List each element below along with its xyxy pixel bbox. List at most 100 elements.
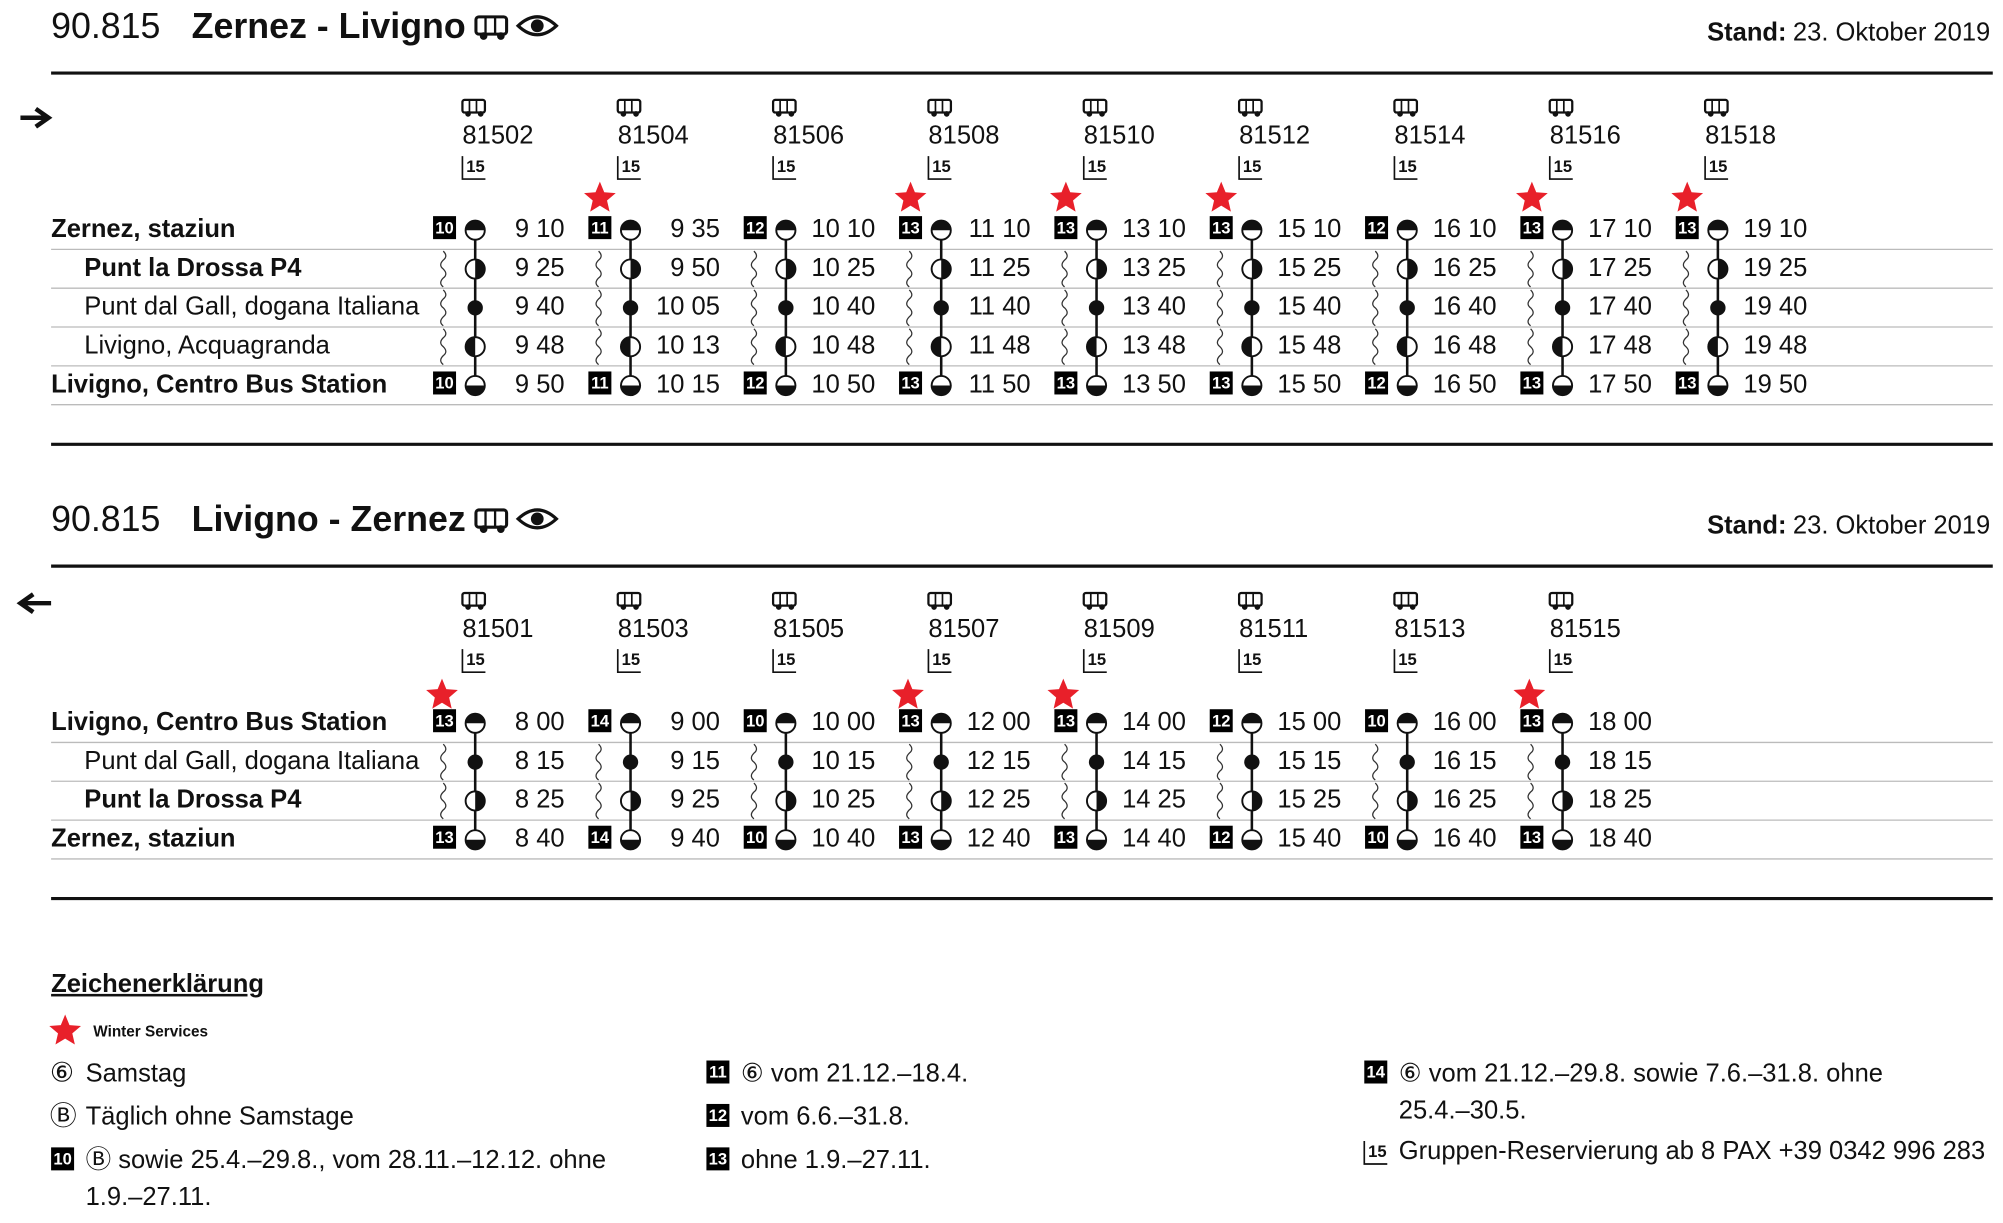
departure-time: 9 35 (670, 215, 720, 243)
bus-icon (1552, 111, 1559, 117)
wavy-line (906, 250, 913, 288)
note-badge (706, 1103, 730, 1127)
departure-time: 9 48 (515, 331, 565, 359)
note-badge-label: 13 (435, 711, 453, 730)
wavy-line (1527, 328, 1534, 366)
departure-time: 14 15 (1122, 747, 1186, 775)
stop-marker-fill (1242, 337, 1252, 357)
note-badge-label: 13 (1212, 374, 1230, 393)
winter-star (1671, 181, 1704, 212)
departure-time: 10 10 (811, 215, 875, 243)
wavy-line (1216, 743, 1224, 781)
departure-time: 15 25 (1277, 254, 1341, 282)
bus-icon (927, 98, 953, 114)
stop-marker-fill (785, 791, 796, 811)
stop-marker (1244, 300, 1260, 316)
departure-time: 8 25 (515, 786, 565, 814)
winter-star (1516, 181, 1548, 212)
departure-time: 16 48 (1433, 331, 1497, 359)
stop-name: Zernez, staziun (51, 825, 235, 853)
note-badge-label: 10 (53, 1150, 71, 1169)
departure-time: 11 50 (969, 370, 1031, 398)
note-badge (899, 825, 923, 849)
bus-icon (497, 32, 505, 40)
stop-marker-fill (620, 220, 641, 231)
legend-text: ⑥ vom 21.12.–29.8. sowie 7.6.–31.8. ohne (1399, 1059, 1883, 1087)
stop-marker (1088, 300, 1105, 316)
departure-time: 13 25 (1122, 254, 1186, 282)
reservation-label: 15 (1243, 650, 1261, 669)
trip-number: 81503 (618, 615, 689, 643)
stop-marker (1399, 300, 1415, 316)
note-badge-label: 13 (435, 828, 453, 847)
stop-marker-fill (1397, 220, 1417, 231)
note-badge (899, 709, 923, 733)
note-badge (1365, 709, 1389, 733)
legend-text: Gruppen-Reservierung ab 8 PAX +39 0342 9… (1399, 1137, 1985, 1165)
stop-marker-fill (1407, 791, 1417, 811)
winter-star (49, 1014, 81, 1045)
note-badge-label: 13 (1057, 218, 1075, 237)
departure-time: 19 25 (1743, 254, 1807, 282)
stop-marker-fill (1552, 713, 1573, 724)
note-badge (1520, 371, 1544, 395)
wavy-line (440, 328, 447, 366)
reservation-bracket (772, 156, 797, 180)
stop-marker-fill (776, 337, 786, 357)
stop-name: Livigno, Acquagranda (84, 331, 330, 359)
stop-marker-fill (465, 839, 485, 850)
note-badge-label: 13 (1212, 218, 1230, 237)
note-badge-label: 12 (709, 1106, 727, 1125)
bus-icon (1082, 591, 1108, 607)
reservation-label: 15 (777, 157, 795, 176)
stop-marker (622, 754, 639, 770)
wavy-line (750, 289, 758, 327)
note-badge (1520, 709, 1544, 733)
departure-time: 10 48 (811, 331, 875, 359)
note-badge-label: 12 (746, 218, 764, 237)
stand-label: Stand: (1707, 18, 1786, 46)
trip-number: 81512 (1239, 122, 1310, 150)
bus-icon (1409, 604, 1416, 610)
bus-icon (771, 591, 797, 607)
stop-marker-fill (465, 713, 485, 724)
stop-marker (622, 300, 639, 316)
eye-icon (530, 19, 544, 33)
bus-icon (616, 98, 642, 114)
stop-marker-fill (1251, 259, 1262, 279)
wavy-line (440, 289, 447, 327)
bus-icon (633, 604, 639, 610)
wavy-line (440, 250, 447, 288)
wavy-line (906, 289, 913, 327)
stop-marker-fill (1242, 220, 1262, 231)
reservation-label: 15 (1554, 650, 1572, 669)
bus-icon (479, 32, 488, 40)
departure-time: 16 25 (1433, 254, 1497, 282)
bus-icon (788, 604, 795, 610)
stop-marker-fill (931, 839, 951, 850)
reservation-label: 15 (1088, 157, 1106, 176)
stop-marker-fill (1086, 385, 1107, 396)
note-badge-label: 13 (1678, 218, 1696, 237)
bus-icon (1241, 604, 1248, 610)
note-badge (743, 371, 767, 395)
wavy-line (1372, 743, 1379, 781)
bus-icon (474, 15, 509, 36)
stop-marker-fill (1242, 839, 1262, 850)
bus-icon (1703, 98, 1729, 114)
bus-icon (1254, 111, 1261, 117)
reservation-bracket (1704, 156, 1729, 180)
legend-text: Samstag (86, 1059, 187, 1087)
note-badge-label: 10 (746, 711, 764, 730)
departure-time: 18 00 (1588, 708, 1652, 736)
stop-marker (467, 754, 483, 770)
wavy-line (1372, 782, 1379, 820)
note-badge (588, 825, 612, 849)
reservation-bracket (1082, 156, 1107, 180)
stand: Stand: 23. Oktober 2019 (1707, 511, 1990, 539)
reservation-label: 15 (1398, 157, 1416, 176)
trip-number: 81514 (1394, 122, 1465, 150)
note-badge-label: 13 (1523, 828, 1541, 847)
note-badge-label: 13 (901, 218, 919, 237)
